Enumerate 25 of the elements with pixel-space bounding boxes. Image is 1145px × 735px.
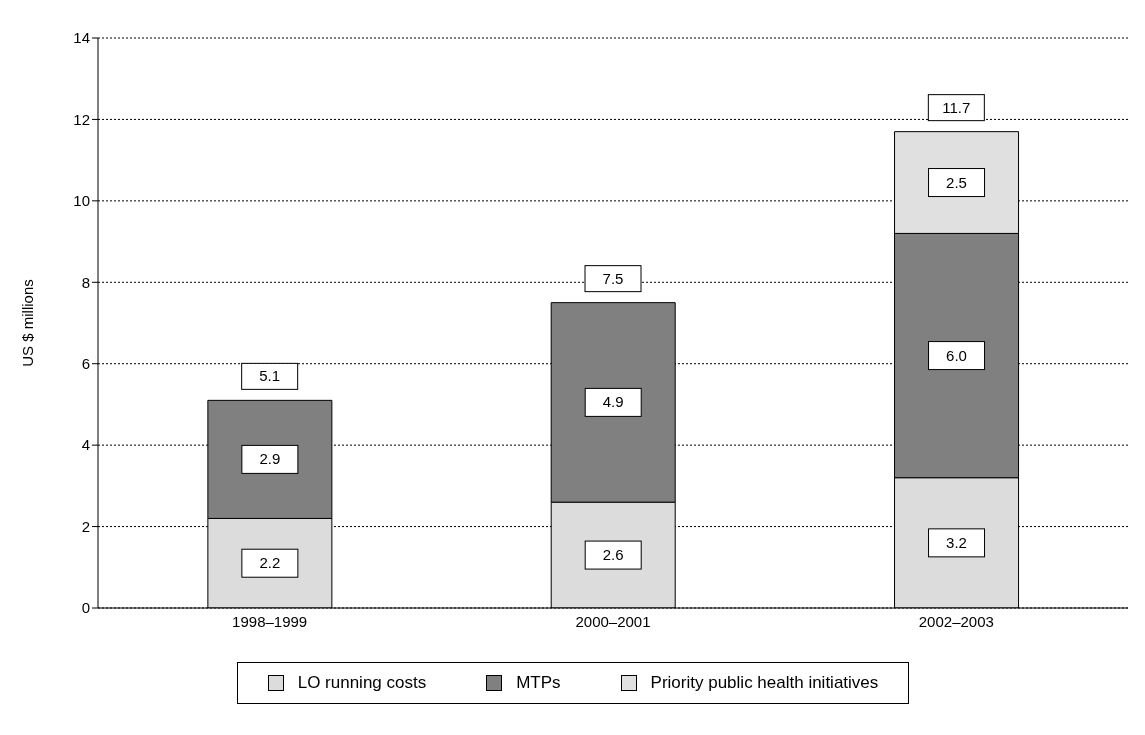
x-tick-label: 2000–2001 [575,612,651,630]
data-label: 4.9 [602,393,624,411]
y-tick-label: 14 [73,29,90,47]
data-label: 6.0 [946,346,967,364]
y-tick-label: 0 [81,599,90,617]
total-label: 11.7 [942,98,971,116]
legend-label: Priority public health initiatives [650,673,879,693]
y-tick-label: 4 [81,436,90,454]
data-label: 2.6 [602,546,624,564]
y-tick-label: 8 [81,273,90,291]
legend-label: LO running costs [297,673,427,693]
y-axis-title: US $ millions [19,279,37,367]
y-tick-label: 10 [73,192,90,210]
y-tick-label: 2 [81,517,90,535]
data-label: 2.2 [259,554,281,572]
data-label: 2.5 [946,173,967,191]
y-tick-label: 6 [81,355,90,373]
total-label: 5.1 [259,367,281,385]
y-tick-label: 12 [73,110,90,128]
total-label: 7.5 [602,269,624,287]
x-tick-label: 2002–2003 [918,612,994,630]
data-label: 2.9 [259,450,281,468]
x-tick-label: 1998–1999 [232,612,308,630]
legend-label: MTPs [516,673,561,693]
data-label: 3.2 [946,533,967,551]
